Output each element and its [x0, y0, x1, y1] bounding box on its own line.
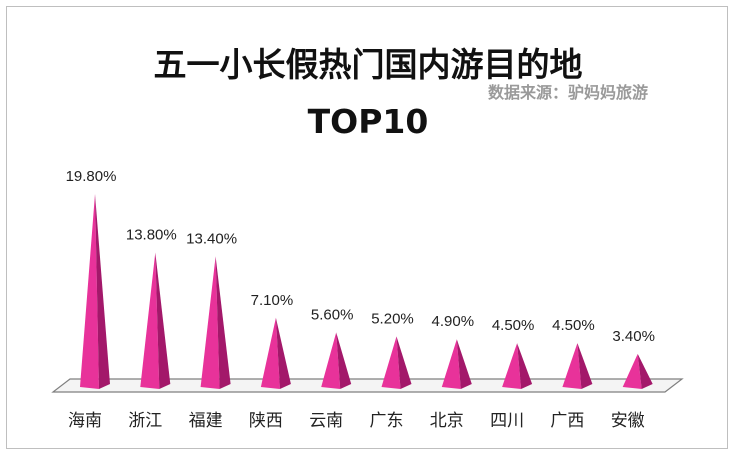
cone-bar — [200, 256, 231, 389]
category-label: 广西 — [550, 411, 584, 431]
data-label: 19.80% — [66, 168, 117, 185]
cone-front-face — [562, 343, 582, 389]
cone-front-face — [622, 353, 642, 389]
data-label: 7.10% — [251, 292, 294, 309]
cone-side-face — [637, 353, 653, 389]
category-label: 浙江 — [128, 411, 162, 431]
cone-front-face — [502, 343, 522, 389]
cone-side-face — [336, 332, 352, 389]
cone-bar — [562, 343, 593, 389]
category-label: 四川 — [490, 411, 524, 431]
category-label: 安徽 — [611, 411, 645, 431]
category-label: 北京 — [430, 411, 464, 431]
cone-side-face — [215, 256, 231, 389]
data-label: 13.40% — [186, 230, 237, 247]
category-label: 广东 — [370, 411, 404, 431]
chart-title-line2: TOP10 — [308, 102, 429, 141]
cone-bar — [80, 194, 110, 389]
data-label: 4.50% — [492, 317, 535, 334]
cone-side-face — [517, 343, 533, 389]
cone-bar — [441, 339, 472, 389]
data-label: 5.60% — [311, 306, 354, 323]
chart-frame — [6, 6, 728, 449]
cone-bar — [381, 336, 412, 389]
cone-side-face — [396, 336, 412, 389]
cone-side-face — [95, 194, 110, 389]
cone-side-face — [275, 317, 291, 389]
chart-title: 五一小长假热门国内游目的地 — [154, 45, 583, 84]
cone-front-face — [441, 339, 461, 389]
cone-side-face — [155, 252, 171, 389]
data-source-note: 数据来源：驴妈妈旅游 — [488, 83, 648, 102]
cone-bar — [622, 353, 653, 389]
cone-bar — [502, 343, 533, 389]
bars-group — [80, 194, 653, 389]
cone-bar — [321, 332, 352, 389]
cone-front-face — [321, 332, 341, 389]
category-label: 海南 — [68, 411, 102, 431]
data-label: 4.90% — [432, 313, 475, 330]
cone-front-face — [80, 194, 99, 389]
cone-front-face — [381, 336, 401, 389]
cone-front-face — [260, 317, 280, 389]
cone-side-face — [577, 343, 593, 389]
category-labels-group: 海南 浙江 福建 陕西 云南 广东 北京 四川 广西 安徽 — [68, 411, 645, 431]
category-label: 云南 — [309, 411, 343, 431]
cone-bar — [260, 317, 291, 389]
data-label: 3.40% — [612, 328, 655, 345]
data-labels-group: 19.80% 13.80% 13.40% 7.10% 5.60% 5.20% 4.90% 4.… — [66, 168, 655, 345]
cone-side-face — [456, 339, 472, 389]
cone-front-face — [140, 252, 160, 389]
data-label: 5.20% — [371, 310, 414, 327]
data-label: 13.80% — [126, 226, 177, 243]
data-label: 4.50% — [552, 317, 595, 334]
category-label: 福建 — [189, 411, 223, 431]
cone-front-face — [200, 256, 220, 389]
category-label: 陕西 — [249, 411, 283, 431]
cone-bar — [140, 252, 171, 389]
